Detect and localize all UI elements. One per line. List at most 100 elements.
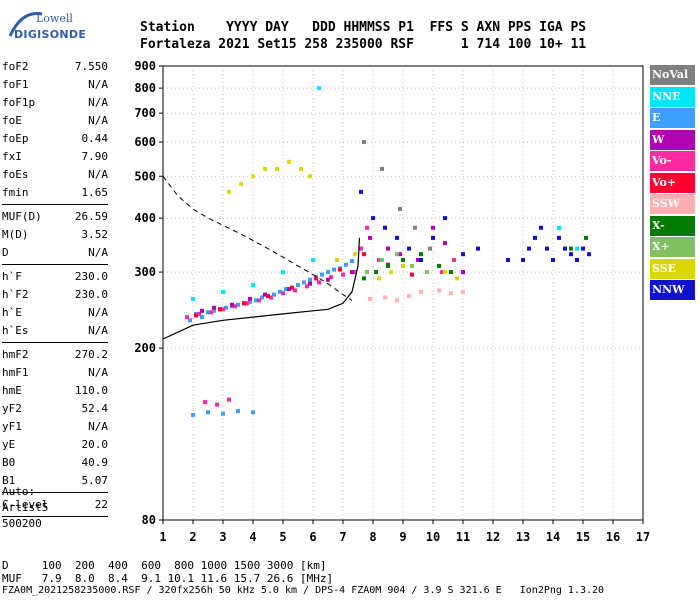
- point-noval: [398, 206, 402, 211]
- point-sse: [239, 181, 243, 186]
- point-x-: [374, 270, 378, 275]
- param-row: h`F 230.0: [2, 268, 108, 286]
- param-value: 110.0: [74, 384, 108, 397]
- param-value: 230.0: [74, 288, 108, 301]
- point-ssw: [383, 295, 387, 300]
- point-nne: [311, 257, 315, 262]
- point-e: [332, 267, 336, 272]
- point-nnw: [569, 252, 573, 257]
- param-row: h`E N/A: [2, 304, 108, 322]
- y-tick-label: 300: [134, 265, 156, 279]
- point-x-: [365, 270, 369, 275]
- param-group-clevel: C-level 22: [2, 496, 108, 514]
- param-row: B1 5.07: [2, 472, 108, 490]
- legend-item-sse: SSE: [650, 258, 695, 279]
- point-nnw: [545, 246, 549, 251]
- point-x-: [584, 235, 588, 240]
- y-tick-label: 500: [134, 169, 156, 183]
- divider: [2, 204, 108, 205]
- point-nnw: [533, 235, 537, 240]
- parameters-panel: foF2 7.550 foF1 N/A foF1p N/A foE N/A foEp 0.44 fx…: [2, 58, 108, 520]
- x-tick-label: 13: [516, 530, 530, 544]
- point-nnw: [587, 252, 591, 257]
- point-sse: [353, 252, 357, 257]
- x-tick-label: 11: [456, 530, 470, 544]
- point-vo-: [194, 313, 198, 318]
- param-value: 7.550: [74, 60, 108, 73]
- point-x-: [386, 263, 390, 268]
- point-w: [386, 246, 390, 251]
- point-e: [308, 277, 312, 282]
- point-x-: [425, 270, 429, 275]
- x-tick-label: 16: [606, 530, 620, 544]
- param-name: fxI: [2, 150, 22, 163]
- param-name: foF1: [2, 78, 29, 91]
- param-row: h`Es N/A: [2, 322, 108, 340]
- param-value: 52.4: [81, 402, 109, 415]
- y-tick-label: 800: [134, 81, 156, 95]
- point-vo-: [221, 307, 225, 312]
- param-name: B1: [2, 474, 16, 487]
- y-tick-label: 600: [134, 135, 156, 149]
- point-vo-: [227, 397, 231, 402]
- x-tick-label: 1: [159, 530, 166, 544]
- point-sse: [389, 270, 393, 275]
- point-vo-: [440, 270, 444, 275]
- param-name: foF2: [2, 60, 29, 73]
- param-value: 40.9: [81, 456, 109, 469]
- point-e: [260, 295, 264, 300]
- param-value: 0.44: [81, 132, 109, 145]
- point-ssw: [407, 294, 411, 299]
- x-tick-label: 6: [309, 530, 316, 544]
- muf-frequency-row: MUF 7.9 8.0 8.4 9.1 10.1 11.6 15.7 26.6 …: [2, 572, 334, 585]
- param-name: hmE: [2, 384, 22, 397]
- point-nne: [251, 283, 255, 288]
- param-name: B0: [2, 456, 16, 469]
- point-sse: [275, 166, 279, 171]
- legend-item-x-: X-: [650, 215, 695, 236]
- point-e: [236, 409, 240, 414]
- point-nnw: [557, 235, 561, 240]
- point-ssw: [461, 289, 465, 294]
- point-w: [416, 257, 420, 262]
- point-vo-: [209, 310, 213, 315]
- point-nnw: [443, 216, 447, 221]
- point-nnw: [476, 246, 480, 251]
- polarization-legend: NoVal NNE E W Vo- Vo+ SSW X- X+ SSE NNW: [650, 65, 695, 302]
- param-row: M(D) 3.52: [2, 226, 108, 244]
- header-row-labels: Station YYYY DAY DDD HHMMSS P1 FFS S AXN…: [140, 20, 587, 35]
- point-vo-: [410, 272, 414, 277]
- point-vo-: [242, 301, 246, 306]
- point-w: [350, 270, 354, 275]
- point-nnw: [395, 235, 399, 240]
- point-nnw: [371, 216, 375, 221]
- param-value: 270.2: [74, 348, 108, 361]
- legend-item-vo-: Vo-: [650, 151, 695, 171]
- point-x-: [437, 263, 441, 268]
- point-x-: [569, 246, 573, 251]
- param-name: foE: [2, 114, 22, 127]
- param-name: hmF1: [2, 366, 29, 379]
- autoscaling-artist: Artist5: [2, 501, 49, 514]
- param-row: foEs N/A: [2, 166, 108, 184]
- point-x-: [401, 257, 405, 262]
- point-ssw: [437, 288, 441, 293]
- point-e: [278, 289, 282, 294]
- param-group-virtual-heights: h`F 230.0 h`F2 230.0 h`E N/A h`Es N/A: [2, 268, 108, 340]
- point-nnw: [551, 257, 555, 262]
- point-sse: [308, 174, 312, 179]
- param-value: N/A: [88, 246, 108, 259]
- param-row: hmE 110.0: [2, 382, 108, 400]
- x-tick-label: 8: [369, 530, 376, 544]
- point-vo-: [353, 270, 357, 275]
- point-noval: [413, 225, 417, 230]
- point-nnw: [506, 257, 510, 262]
- point-nnw: [431, 235, 435, 240]
- point-vo-: [266, 294, 270, 299]
- point-w: [230, 302, 234, 307]
- point-sse: [287, 159, 291, 164]
- series-line-dashed: [162, 175, 353, 301]
- point-e: [200, 315, 204, 320]
- x-tick-label: 9: [399, 530, 406, 544]
